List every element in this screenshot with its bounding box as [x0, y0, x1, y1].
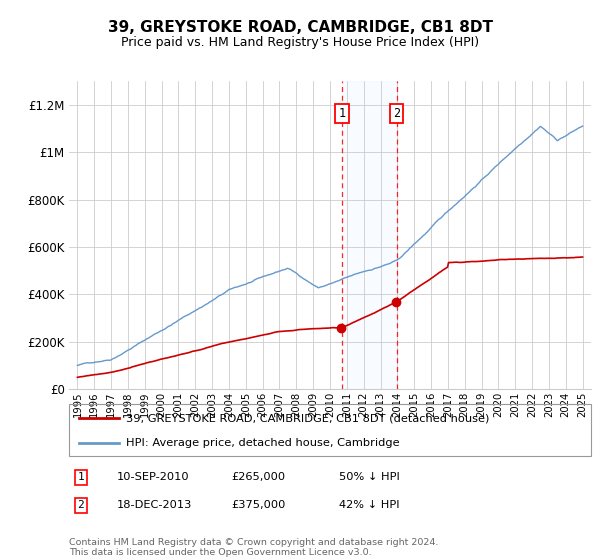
- Text: 1: 1: [77, 472, 85, 482]
- Text: 2: 2: [393, 107, 400, 120]
- Text: 1: 1: [338, 107, 346, 120]
- Text: £265,000: £265,000: [231, 472, 285, 482]
- Text: Price paid vs. HM Land Registry's House Price Index (HPI): Price paid vs. HM Land Registry's House …: [121, 36, 479, 49]
- Text: Contains HM Land Registry data © Crown copyright and database right 2024.
This d: Contains HM Land Registry data © Crown c…: [69, 538, 439, 557]
- Text: HPI: Average price, detached house, Cambridge: HPI: Average price, detached house, Camb…: [127, 438, 400, 449]
- Text: 10-SEP-2010: 10-SEP-2010: [117, 472, 190, 482]
- Text: 50% ↓ HPI: 50% ↓ HPI: [339, 472, 400, 482]
- Bar: [342, 81, 397, 389]
- Text: 42% ↓ HPI: 42% ↓ HPI: [339, 500, 400, 510]
- Text: 39, GREYSTOKE ROAD, CAMBRIDGE, CB1 8DT (detached house): 39, GREYSTOKE ROAD, CAMBRIDGE, CB1 8DT (…: [127, 413, 490, 423]
- Text: 2: 2: [77, 500, 85, 510]
- Text: £375,000: £375,000: [231, 500, 286, 510]
- Text: 18-DEC-2013: 18-DEC-2013: [117, 500, 193, 510]
- Text: 39, GREYSTOKE ROAD, CAMBRIDGE, CB1 8DT: 39, GREYSTOKE ROAD, CAMBRIDGE, CB1 8DT: [107, 20, 493, 35]
